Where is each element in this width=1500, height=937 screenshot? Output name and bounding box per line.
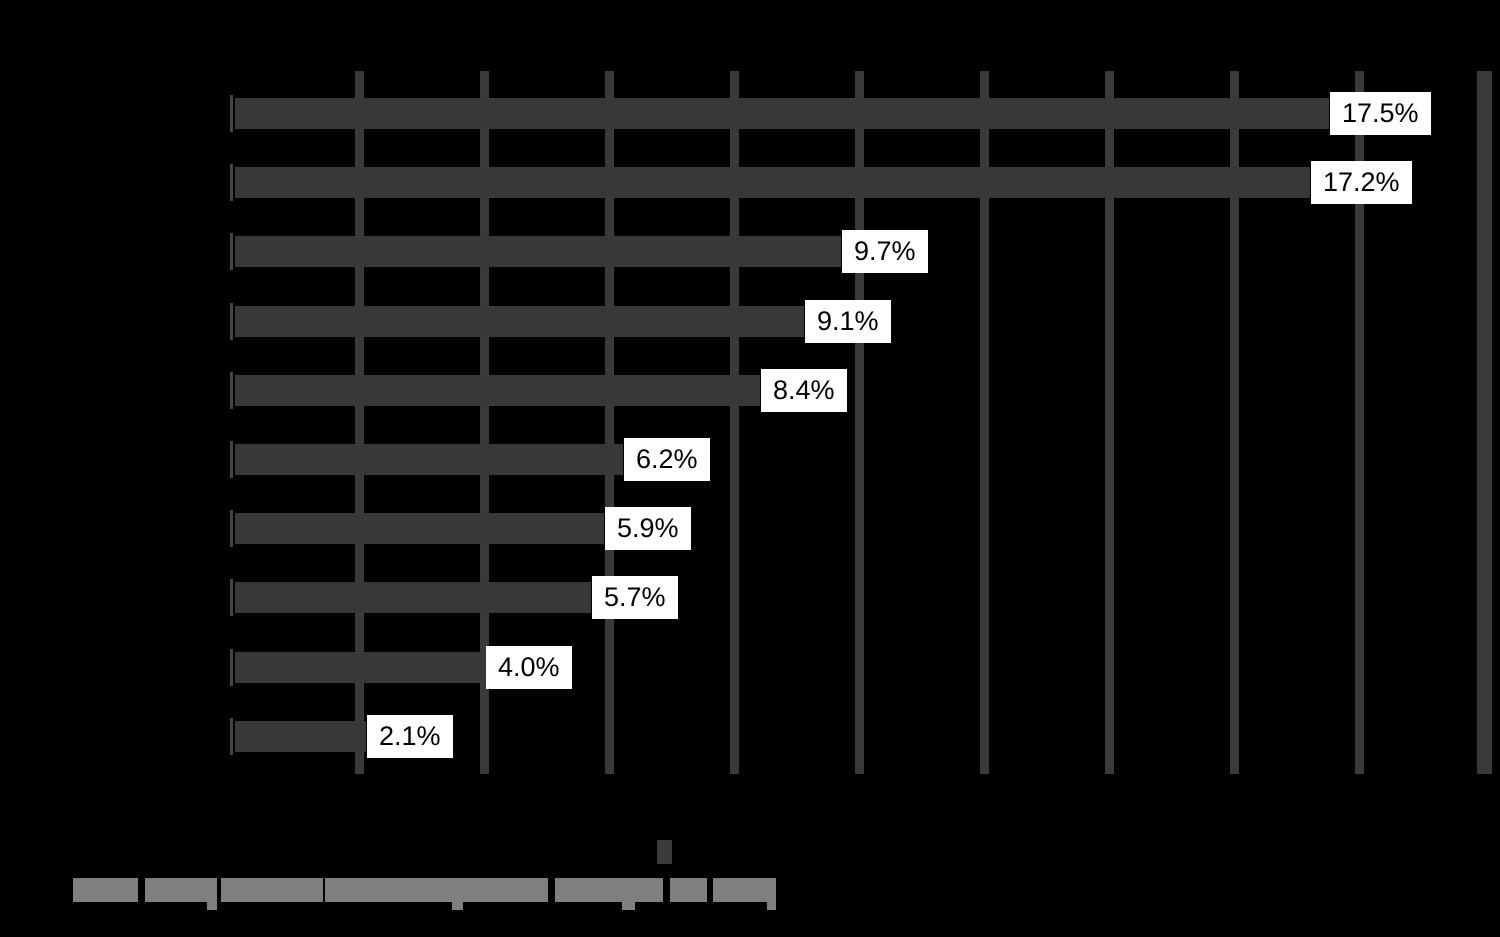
gridline-4-percent [480, 71, 489, 774]
gridline-14-percent [1105, 71, 1114, 774]
bar-row-3 [235, 236, 841, 267]
bar-row-6 [235, 444, 623, 475]
source-text-redacted [555, 878, 663, 902]
gridline-2-percent [355, 71, 364, 774]
value-label: 5.7% [592, 576, 678, 619]
gridline-6-percent [605, 71, 614, 774]
y-axis-tick [230, 164, 233, 201]
source-text-redacted [221, 878, 323, 902]
y-axis-tick [230, 718, 233, 755]
y-axis-tick [230, 579, 233, 616]
xaxis-title-redacted [657, 840, 672, 864]
gridline-18-percent [1355, 71, 1364, 774]
value-label: 6.2% [624, 438, 710, 481]
y-axis-tick [230, 441, 233, 478]
y-axis-tick [230, 510, 233, 547]
source-text-redacted-descender [767, 900, 776, 910]
value-label: 17.5% [1330, 92, 1431, 135]
source-text-redacted-descender [622, 900, 635, 910]
value-label: 5.9% [605, 507, 691, 550]
bar-row-1 [235, 98, 1329, 129]
gridline-20-percent [1477, 71, 1492, 774]
value-label: 9.7% [842, 230, 928, 273]
source-text-redacted-descender [207, 900, 217, 910]
bar-row-9 [235, 652, 485, 683]
y-axis-tick [230, 95, 233, 132]
source-text-redacted [670, 878, 707, 902]
bar-chart: 17.5% 17.2% 9.7% 9.1% 8.4% 6.2% 5.9% 5.7% 4.0% 2.… [40, 16, 1500, 921]
gridline-12-percent [980, 71, 989, 774]
gridline-10-percent [855, 71, 864, 774]
bar-row-2 [235, 167, 1310, 198]
bar-row-8 [235, 582, 591, 613]
value-label: 4.0% [486, 646, 572, 689]
source-text-redacted [145, 878, 217, 902]
y-axis-tick [230, 649, 233, 686]
bar-row-4 [235, 306, 804, 337]
y-axis-tick [230, 372, 233, 409]
gridline-16-percent [1230, 71, 1239, 774]
bar-row-5 [235, 375, 760, 406]
source-text-redacted [73, 878, 138, 902]
source-text-redacted [713, 878, 776, 902]
value-label: 8.4% [761, 369, 847, 412]
y-axis-tick [230, 303, 233, 340]
y-axis-tick [230, 233, 233, 270]
value-label: 17.2% [1311, 161, 1412, 204]
bar-row-7 [235, 513, 604, 544]
gridline-8-percent [730, 71, 739, 774]
bar-row-10 [235, 721, 366, 752]
source-text-redacted-descender [452, 900, 463, 910]
source-text-redacted [325, 878, 548, 902]
value-label: 2.1% [367, 715, 453, 758]
value-label: 9.1% [805, 300, 891, 343]
